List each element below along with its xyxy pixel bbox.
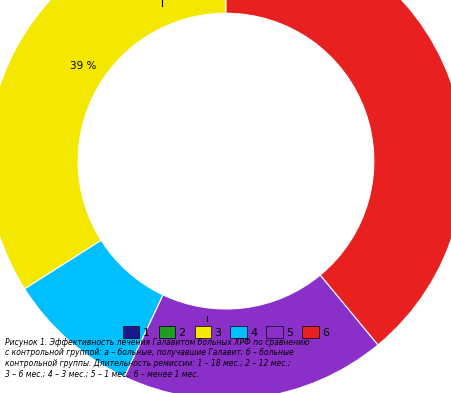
Wedge shape: [25, 241, 163, 377]
Wedge shape: [124, 275, 377, 393]
Wedge shape: [0, 0, 226, 289]
Text: Рисунок 1. Эффективность лечения Галавитом больных ХРФ по сравнению
с контрольно: Рисунок 1. Эффективность лечения Галавит…: [5, 338, 308, 378]
Wedge shape: [226, 0, 451, 345]
Legend: 1, 2, 3, 4, 5, 6: 1, 2, 3, 4, 5, 6: [118, 322, 333, 342]
Text: 39 %: 39 %: [69, 61, 96, 71]
